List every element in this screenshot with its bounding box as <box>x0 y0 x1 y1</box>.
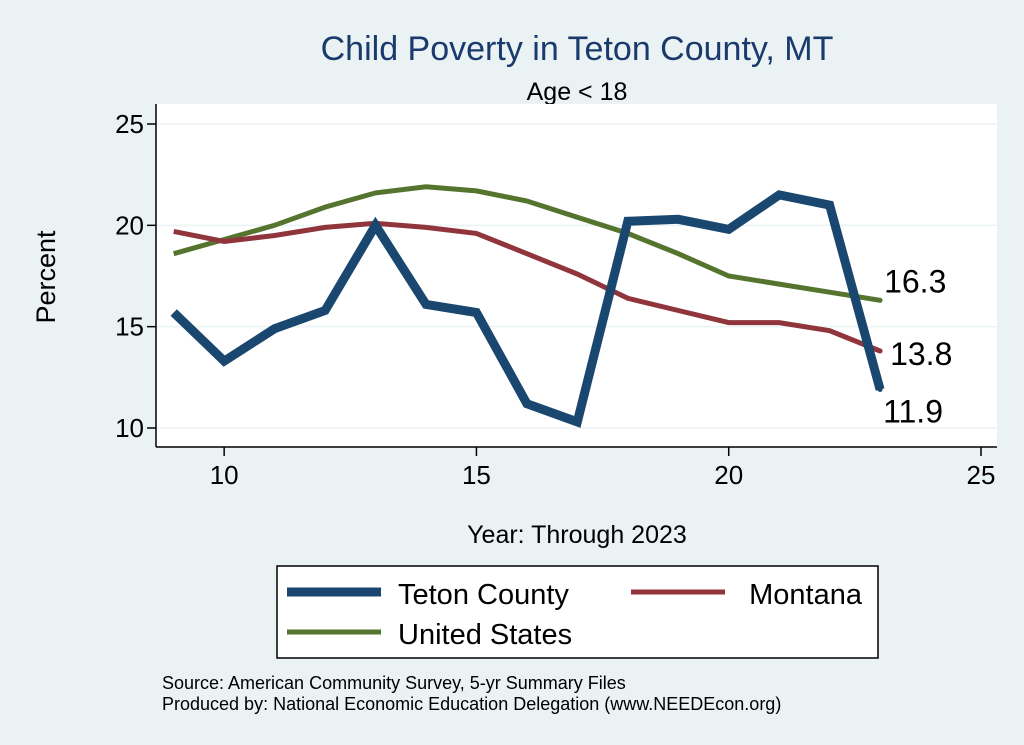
legend: Teton County Montana United States <box>276 565 879 659</box>
series-line-united-states <box>173 184 881 303</box>
x-tick-label: 10 <box>210 460 239 490</box>
end-labels: 11.9 13.8 16.3 <box>877 263 952 429</box>
series-line-montana <box>173 220 882 354</box>
end-label: 16.3 <box>884 263 946 299</box>
y-tick-label: 25 <box>115 109 144 139</box>
legend-box <box>276 565 879 659</box>
produced-by-note: Produced by: National Economic Education… <box>162 694 781 714</box>
axes: 10 15 20 25 10 15 20 25 <box>115 104 997 490</box>
chart-subtitle: Age < 18 <box>527 78 628 106</box>
end-marker <box>877 348 883 354</box>
series-line-teton-county <box>170 190 885 428</box>
series-group <box>170 184 885 428</box>
grid <box>156 123 997 429</box>
chart-title: Child Poverty in Teton County, MT <box>321 30 834 68</box>
end-marker <box>877 386 883 392</box>
legend-label-teton-county: Teton County <box>398 579 569 611</box>
legend-label-montana: Montana <box>749 579 863 611</box>
end-label: 13.8 <box>890 336 952 372</box>
legend-label-united-states: United States <box>398 619 572 651</box>
x-axis-title: Year: Through 2023 <box>467 521 687 549</box>
y-tick-label: 10 <box>115 413 144 443</box>
x-tick-label: 20 <box>714 460 743 490</box>
x-tick-label: 15 <box>462 460 491 490</box>
y-axis-title: Percent <box>31 230 61 324</box>
x-tick-label: 25 <box>967 460 996 490</box>
y-tick-label: 15 <box>115 312 144 342</box>
end-marker <box>877 297 883 303</box>
end-label: 11.9 <box>883 393 943 429</box>
source-note: Source: American Community Survey, 5-yr … <box>162 673 626 693</box>
y-tick-label: 20 <box>115 210 144 240</box>
